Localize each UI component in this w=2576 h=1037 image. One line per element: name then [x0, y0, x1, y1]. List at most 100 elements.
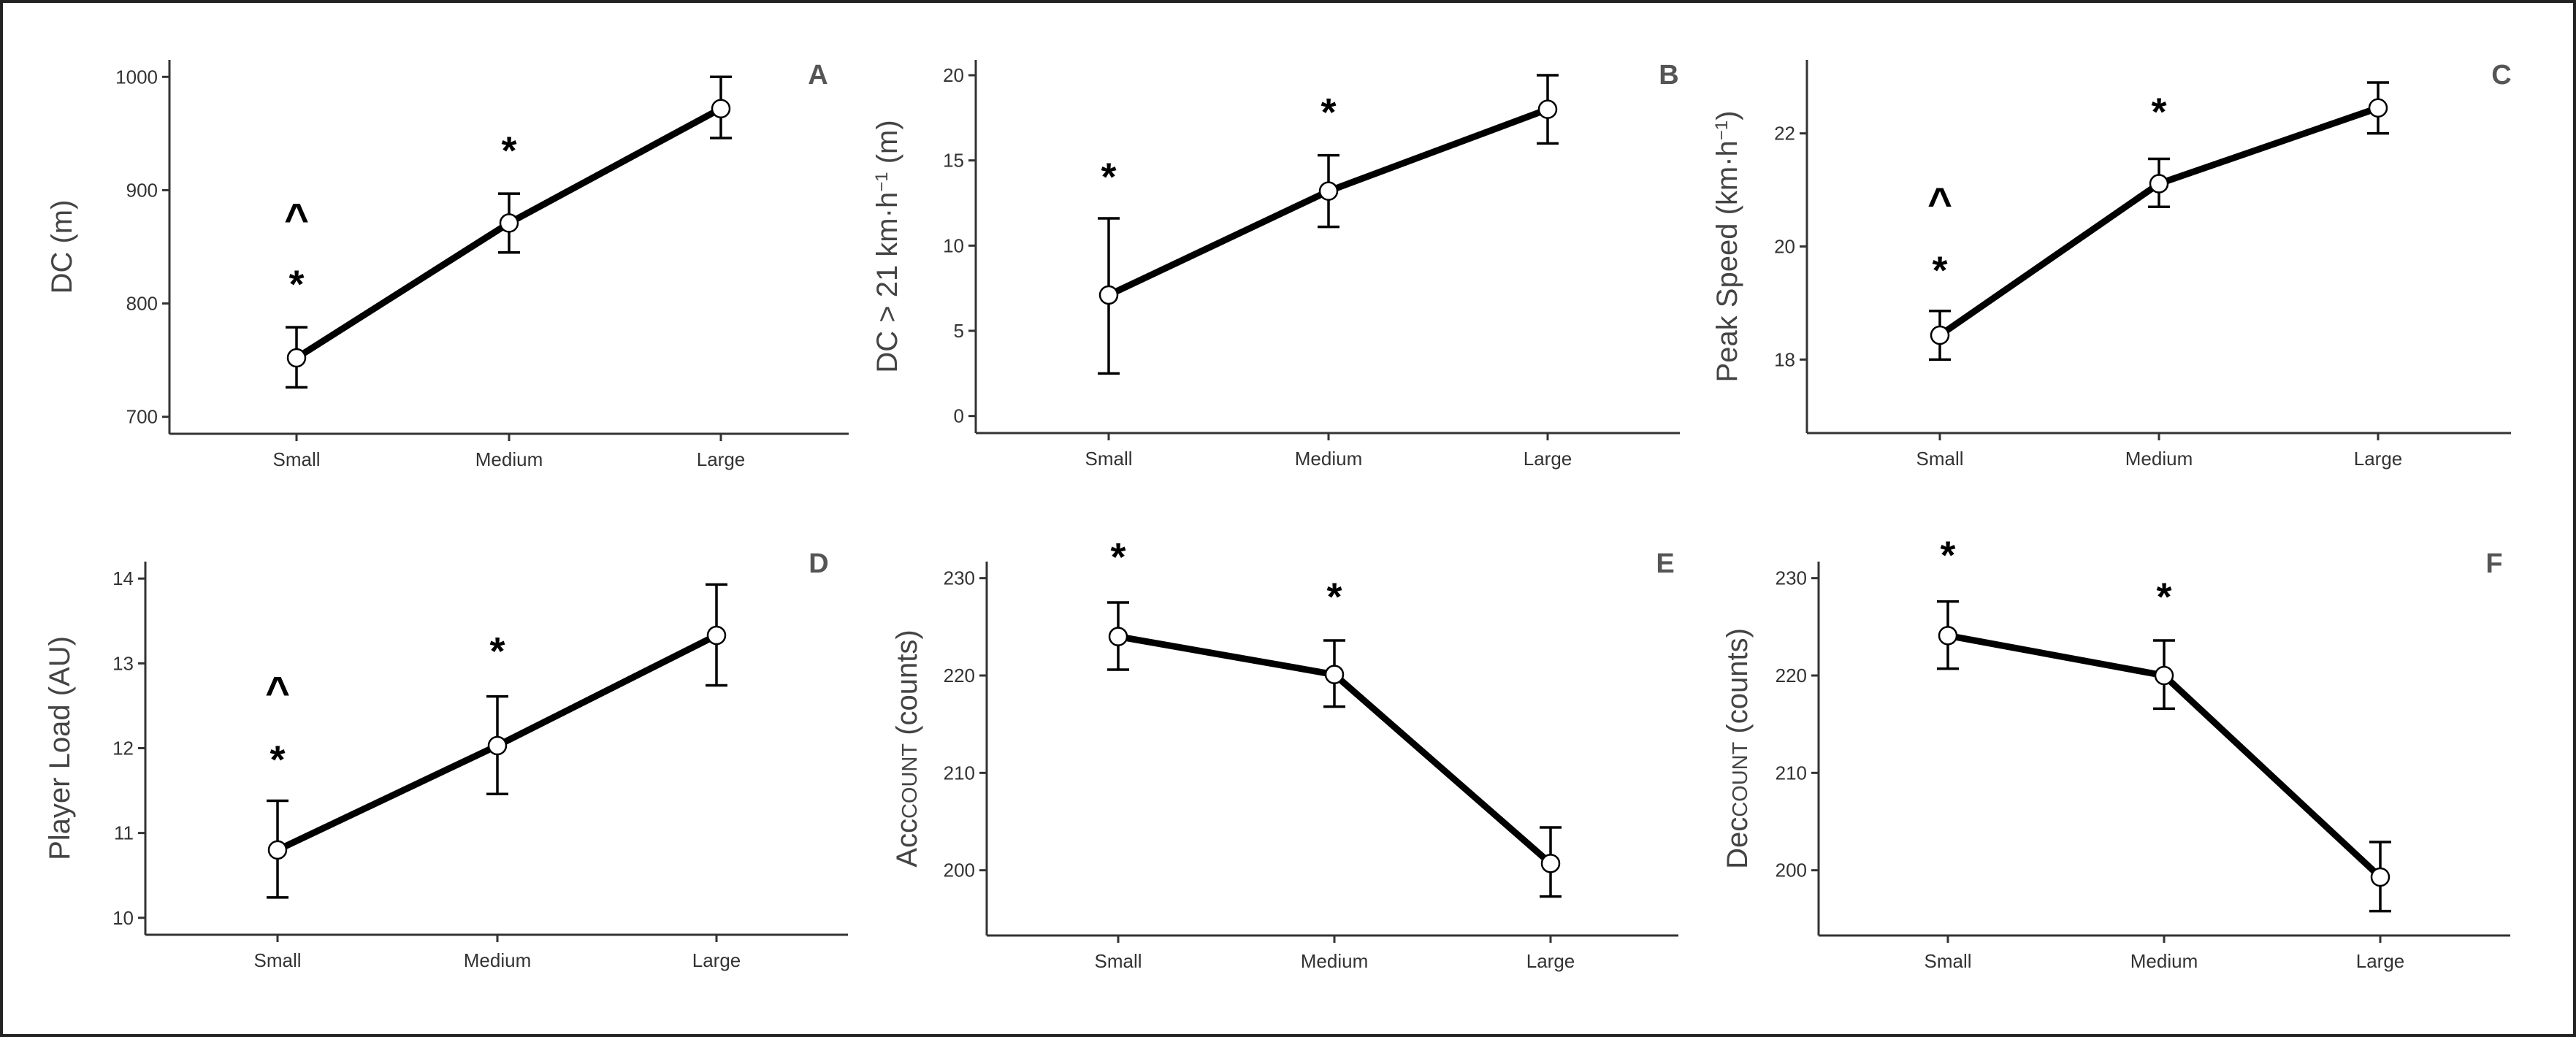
- y-tick-label: 700: [126, 406, 158, 428]
- y-tick-label: 220: [944, 665, 975, 686]
- y-tick-label: 22: [1774, 123, 1795, 145]
- y-tick-label: 14: [112, 567, 134, 589]
- y-axis-title-part: Peak Speed (km·h: [1711, 140, 1743, 382]
- x-tick-label: Large: [1526, 950, 1575, 972]
- caret-annotation: ^: [265, 668, 290, 716]
- x-tick-label: Large: [697, 448, 746, 470]
- panel-letter: A: [808, 60, 828, 91]
- y-tick-label: 230: [1776, 567, 1807, 589]
- y-tick-label: 20: [943, 64, 964, 86]
- x-tick-label: Medium: [1295, 448, 1362, 470]
- y-tick-label: 230: [944, 567, 975, 589]
- asterisk-annotation: *: [1101, 156, 1116, 199]
- panel-letter: D: [809, 548, 828, 579]
- data-point-small: [1108, 627, 1128, 646]
- x-tick-label: Small: [1916, 448, 1963, 470]
- panel-e: 200 210 220 230 Small Medium Large AccCOUNT (co…: [891, 535, 1678, 972]
- data-point-small: [1938, 626, 1958, 646]
- data-point-large: [1540, 854, 1561, 873]
- y-tick-label: 11: [114, 822, 134, 844]
- y-axis-title: AccCOUNT (counts): [891, 630, 923, 867]
- data-point-medium: [487, 735, 508, 756]
- y-axis-title-part: Acc: [891, 819, 923, 868]
- x-tick-label: Small: [1924, 950, 1971, 972]
- y-tick-label: 10: [112, 907, 134, 929]
- y-tick-label: 0: [954, 405, 964, 427]
- y-tick-label: 15: [943, 150, 964, 172]
- x-tick-label: Small: [253, 949, 301, 971]
- asterisk-annotation: *: [1110, 535, 1125, 579]
- x-tick-label: Small: [1085, 448, 1132, 470]
- y-tick-label: 210: [1776, 762, 1807, 784]
- x-tick-label: Medium: [2130, 950, 2198, 972]
- asterisk-annotation: *: [288, 263, 304, 307]
- data-point-medium: [1324, 665, 1345, 684]
- y-tick-label: 220: [1776, 665, 1807, 686]
- data-point-large: [2368, 98, 2388, 118]
- y-tick-label: 1000: [115, 66, 158, 88]
- y-tick-label: 900: [126, 179, 158, 201]
- y-tick-label: 5: [954, 320, 964, 342]
- y-axis-title-part: DC (m): [46, 200, 78, 294]
- y-axis-title-part: (m): [871, 120, 903, 172]
- y-tick-label: 13: [112, 652, 134, 674]
- panel-b: 0 5 10 15 20 Small Medium Large DC > 21 km·h−1 (…: [871, 60, 1680, 470]
- x-tick-label: Large: [1524, 448, 1572, 470]
- panel-d: 10 11 12 13 14 Small Medium Large Player Load (A…: [44, 548, 848, 971]
- panel-c: 18 20 22 Small Medium Large Peak Speed (km·h−1…: [1711, 60, 2512, 470]
- asterisk-annotation: *: [2151, 91, 2166, 134]
- panel-letter: F: [2485, 548, 2502, 579]
- y-axis-title-part: Dec: [1721, 817, 1754, 869]
- asterisk-annotation: *: [489, 630, 505, 673]
- x-tick-label: Medium: [475, 448, 543, 470]
- data-point-large: [1537, 99, 1558, 119]
- asterisk-annotation: *: [1932, 248, 1947, 292]
- panel-f: 200 210 220 230 Small Medium Large DecCOUNT (co…: [1721, 533, 2510, 972]
- y-axis-title-part: DC > 21 km·h: [871, 192, 903, 373]
- y-axis-title-part: ): [1711, 111, 1743, 120]
- y-axis-title-part: COUNT: [1729, 741, 1752, 816]
- data-point-small: [267, 840, 288, 860]
- panel-letter: E: [1656, 548, 1674, 579]
- panel-letter: B: [1659, 60, 1678, 91]
- x-tick-label: Large: [692, 949, 741, 971]
- x-tick-label: Medium: [2125, 448, 2193, 470]
- y-axis-title: Player Load (AU): [44, 636, 76, 860]
- data-point-medium: [2154, 665, 2174, 686]
- asterisk-annotation: *: [2156, 575, 2171, 619]
- data-point-large: [711, 99, 731, 118]
- y-axis-title-part: COUNT: [898, 743, 922, 819]
- x-tick-label: Large: [2354, 448, 2403, 470]
- x-tick-label: Small: [1094, 950, 1142, 972]
- y-tick-label: 18: [1774, 348, 1795, 370]
- data-point-medium: [1318, 181, 1339, 201]
- asterisk-annotation: *: [270, 738, 285, 781]
- asterisk-annotation: *: [1326, 575, 1342, 619]
- asterisk-annotation: *: [501, 129, 516, 173]
- y-axis-title: DecCOUNT (counts): [1721, 628, 1754, 869]
- y-axis-title-part: Player Load (AU): [44, 636, 76, 860]
- y-tick-label: 200: [1776, 860, 1807, 881]
- y-tick-label: 12: [112, 738, 134, 759]
- y-tick-label: 200: [944, 860, 975, 881]
- x-tick-label: Medium: [1301, 950, 1368, 972]
- data-point-medium: [2149, 174, 2169, 194]
- asterisk-annotation: *: [1940, 533, 1955, 577]
- caret-annotation: ^: [1927, 180, 1952, 227]
- data-point-large: [2370, 867, 2390, 887]
- y-axis-title-part: −1: [872, 172, 892, 191]
- data-point-small: [286, 348, 307, 368]
- panel-letter: C: [2491, 60, 2511, 91]
- y-axis-title-part: (counts): [891, 630, 923, 743]
- y-axis-title-part: −1: [1712, 120, 1732, 140]
- series-line: [1936, 104, 2382, 339]
- x-tick-label: Medium: [464, 949, 531, 971]
- y-tick-label: 210: [944, 762, 975, 784]
- x-tick-label: Large: [2356, 950, 2405, 972]
- asterisk-annotation: *: [1321, 91, 1336, 134]
- data-point-medium: [499, 213, 519, 233]
- data-point-large: [706, 625, 727, 646]
- y-tick-label: 20: [1774, 236, 1795, 258]
